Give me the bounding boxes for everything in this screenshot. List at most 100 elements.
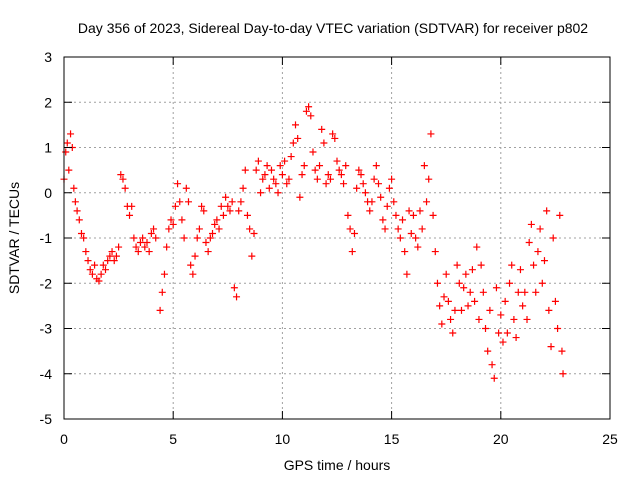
data-point [337,171,345,179]
x-tick-labels: 0 5 10 15 20 25 [60,431,618,447]
data-point [82,248,90,256]
data-point [407,229,415,237]
data-point [453,261,461,269]
data-point [309,148,317,156]
data-point [471,297,479,305]
data-point [101,266,109,274]
data-point [77,229,85,237]
data-point [178,216,186,224]
y-tick-label: -1 [40,230,53,246]
data-point [171,202,179,210]
data-point [63,139,71,147]
data-point [112,252,120,260]
data-point [340,180,348,188]
data-point [267,166,275,174]
data-point [525,239,533,247]
data-point [385,184,393,192]
data-point [350,229,358,237]
data-point [396,234,404,242]
data-point [145,248,153,256]
data-point [464,302,472,310]
data-point [176,198,184,206]
data-point [457,306,465,314]
data-point [313,175,321,183]
data-point [370,175,378,183]
data-point [508,261,516,269]
data-point [554,325,562,332]
data-point [228,198,236,206]
data-point [126,211,134,219]
data-point [191,252,199,260]
data-point [346,225,354,233]
data-point [95,277,103,285]
data-point [143,239,151,247]
data-point [318,125,326,133]
data-point [211,220,219,228]
data-point [217,202,225,210]
data-point [99,261,107,269]
data-point [136,239,144,247]
data-point [71,198,79,206]
data-point [182,184,190,192]
data-point [333,157,341,165]
data-point [490,374,498,382]
y-tick-label: -4 [40,366,53,382]
data-point [115,243,123,251]
data-point [466,288,474,296]
data-point [420,162,428,170]
data-point [501,297,509,305]
data-point [243,211,251,219]
y-tick-label: 3 [44,49,52,65]
data-point [248,252,256,260]
data-point [167,216,175,224]
data-point [215,225,223,233]
data-point [447,315,455,323]
data-point [530,261,538,269]
data-point [383,202,391,210]
data-point [418,225,426,233]
data-point [477,261,485,269]
data-point [425,175,433,183]
data-point [433,279,441,287]
data-point [110,257,118,265]
data-point [429,211,437,219]
data-point [492,284,500,292]
x-tick-label: 0 [60,431,68,447]
data-point [75,216,83,224]
data-point [348,248,356,256]
data-point [270,175,278,183]
data-point [372,162,380,170]
data-point [130,234,138,242]
data-point [200,207,208,215]
data-point [278,171,286,179]
data-point [374,180,382,188]
data-point [233,293,241,301]
data-point [514,288,522,296]
data-point [559,370,567,378]
data-point [219,211,227,219]
data-point [198,202,206,210]
data-point [536,225,544,233]
data-point [241,166,249,174]
data-point [97,270,105,278]
data-point [409,211,417,219]
data-point [257,189,265,197]
y-axis-label: SDTVAR / TECUs [6,182,22,294]
data-point [160,270,168,278]
data-point [523,315,531,323]
data-point [379,216,387,224]
data-point [401,248,409,256]
data-point [156,306,164,314]
data-point [488,361,496,369]
data-point [392,211,400,219]
data-point [230,284,238,292]
data-point [62,148,70,156]
data-point [106,252,114,260]
data-point [540,257,548,265]
data-point [455,279,463,287]
data-point [104,257,112,265]
data-point [300,162,308,170]
data-point [193,234,201,242]
data-point [394,225,402,233]
data-point [246,225,254,233]
